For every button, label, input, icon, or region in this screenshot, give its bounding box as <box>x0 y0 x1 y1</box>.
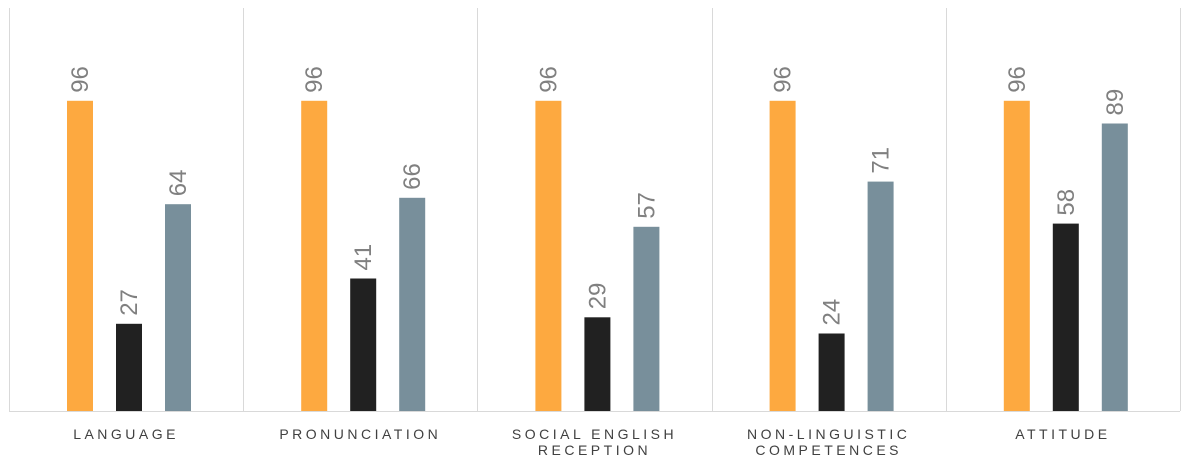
category-separators <box>9 8 1181 411</box>
bar <box>399 197 426 411</box>
category-label-line: LANGUAGE <box>73 426 179 442</box>
category-label: ATTITUDE <box>948 426 1178 442</box>
bar <box>867 181 894 411</box>
category-label: LANGUAGE <box>11 426 241 442</box>
bar <box>350 278 377 411</box>
bars-layer <box>67 100 1128 412</box>
data-label: 71 <box>868 147 895 174</box>
bar <box>301 100 328 412</box>
data-label: 64 <box>165 169 192 196</box>
data-label: 96 <box>67 66 94 93</box>
data-label: 29 <box>584 283 611 310</box>
data-label: 96 <box>301 66 328 93</box>
category-label: PRONUNCIATION <box>245 426 475 442</box>
category-label-line: COMPETENCES <box>755 442 902 458</box>
category-label-line: SOCIAL ENGLISH <box>511 426 678 442</box>
data-label: 96 <box>1004 66 1031 93</box>
category-label: NON-LINGUISTIC COMPETENCES <box>714 426 944 458</box>
data-label: 66 <box>399 163 426 190</box>
data-label: 41 <box>350 244 377 271</box>
bar <box>1003 100 1030 412</box>
category-label-line: RECEPTION <box>537 442 652 458</box>
bar <box>116 323 142 411</box>
data-label: 89 <box>1102 89 1129 116</box>
bar <box>535 100 562 412</box>
category-label-line: NON-LINGUISTIC <box>747 426 911 442</box>
data-label: 96 <box>535 66 562 93</box>
category-label-line: ATTITUDE <box>1015 426 1111 442</box>
data-label: 58 <box>1053 189 1080 216</box>
category-label-line: PRONUNCIATION <box>279 426 442 442</box>
bar <box>67 100 93 412</box>
bar <box>1101 123 1128 411</box>
category-label: SOCIAL ENGLISH RECEPTION <box>480 426 710 458</box>
bar <box>818 333 845 411</box>
bar <box>584 317 611 411</box>
data-label: 24 <box>819 299 846 326</box>
data-label: 96 <box>770 66 797 93</box>
bar <box>633 226 660 411</box>
bar <box>165 204 191 411</box>
bar <box>1052 223 1079 411</box>
data-label: 57 <box>633 192 660 219</box>
bar <box>769 100 796 412</box>
data-labels-layer: 96 27 64 96 41 66 96 29 57 96 24 71 96 58 89 <box>67 66 1129 325</box>
data-label: 27 <box>116 289 143 316</box>
